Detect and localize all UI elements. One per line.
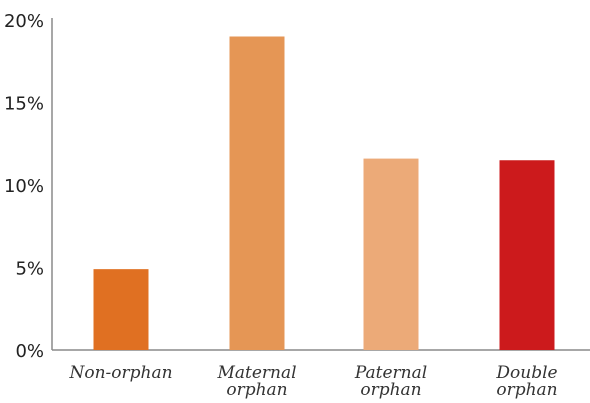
x-category-label-line: orphan xyxy=(360,380,421,400)
x-category-label: Non-orphan xyxy=(68,363,172,383)
y-tick-label: 5% xyxy=(15,259,44,280)
x-category-label: Maternal orphan xyxy=(216,363,296,400)
x-category-label-line: Paternal xyxy=(354,363,427,383)
x-category-label-line: orphan xyxy=(226,380,287,400)
y-axis-ticks: 0% 5% 10% 15% 20% xyxy=(4,11,44,362)
x-category-label: Double orphan xyxy=(495,363,557,400)
bar xyxy=(93,269,149,350)
y-tick-label: 15% xyxy=(4,94,44,115)
bar xyxy=(229,36,285,350)
x-category-label-line: orphan xyxy=(496,380,557,400)
bar xyxy=(363,158,419,350)
x-category-label-line: Double xyxy=(495,363,557,383)
x-category-label-line: Maternal xyxy=(216,363,296,383)
bar xyxy=(499,160,555,350)
bars xyxy=(93,36,555,350)
x-category-label-line: Non-orphan xyxy=(68,363,172,383)
y-tick-label: 10% xyxy=(4,176,44,197)
x-category-label: Paternal orphan xyxy=(354,363,427,400)
y-tick-label: 20% xyxy=(4,11,44,32)
y-tick-label: 0% xyxy=(15,341,44,362)
